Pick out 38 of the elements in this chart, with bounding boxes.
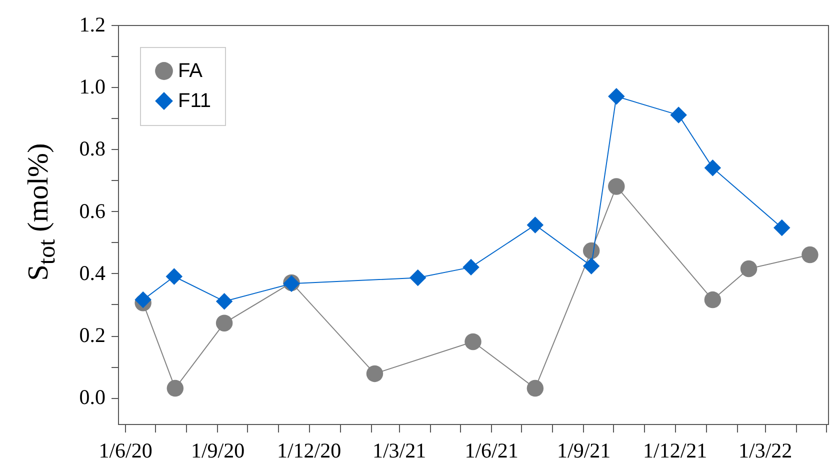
point <box>166 380 184 397</box>
y-tick-label: 0.2 <box>79 323 106 348</box>
x-tick-label: 1/12/20 <box>276 438 342 462</box>
point <box>216 292 233 310</box>
x-tick-label: 1/12/21 <box>642 438 708 462</box>
point <box>802 246 818 264</box>
x-tick-label: 1/9/21 <box>556 438 611 462</box>
x-tick-label: 1/3/22 <box>738 438 792 462</box>
y-tick-label: 0.8 <box>79 136 106 161</box>
point <box>526 216 544 234</box>
point <box>462 258 480 276</box>
point <box>608 178 625 195</box>
point <box>582 258 600 274</box>
point <box>216 314 233 332</box>
point <box>774 219 790 236</box>
y-tick-label: 1.0 <box>79 74 106 99</box>
point <box>134 291 152 308</box>
point <box>704 159 722 176</box>
y-tick-label: 1.2 <box>79 12 106 36</box>
point <box>670 106 687 124</box>
y-tick-label: 0.6 <box>79 198 106 223</box>
point <box>464 333 482 350</box>
point <box>366 365 384 382</box>
point <box>166 268 183 285</box>
x-tick-label: 1/9/20 <box>190 438 245 462</box>
legend-label: F11 <box>178 90 211 112</box>
y-tick-label: 0.4 <box>79 260 106 285</box>
legend-label: FA <box>178 60 204 82</box>
x-tick-label: 1/3/21 <box>372 438 426 462</box>
y-tick-label: 0.0 <box>79 385 106 410</box>
point <box>608 88 625 105</box>
point <box>409 269 426 286</box>
point <box>582 242 600 260</box>
point <box>526 380 544 397</box>
point <box>704 291 722 308</box>
x-tick-label: 1/6/21 <box>464 438 518 462</box>
x-tick-label: 1/6/20 <box>98 438 152 462</box>
point <box>740 260 758 278</box>
